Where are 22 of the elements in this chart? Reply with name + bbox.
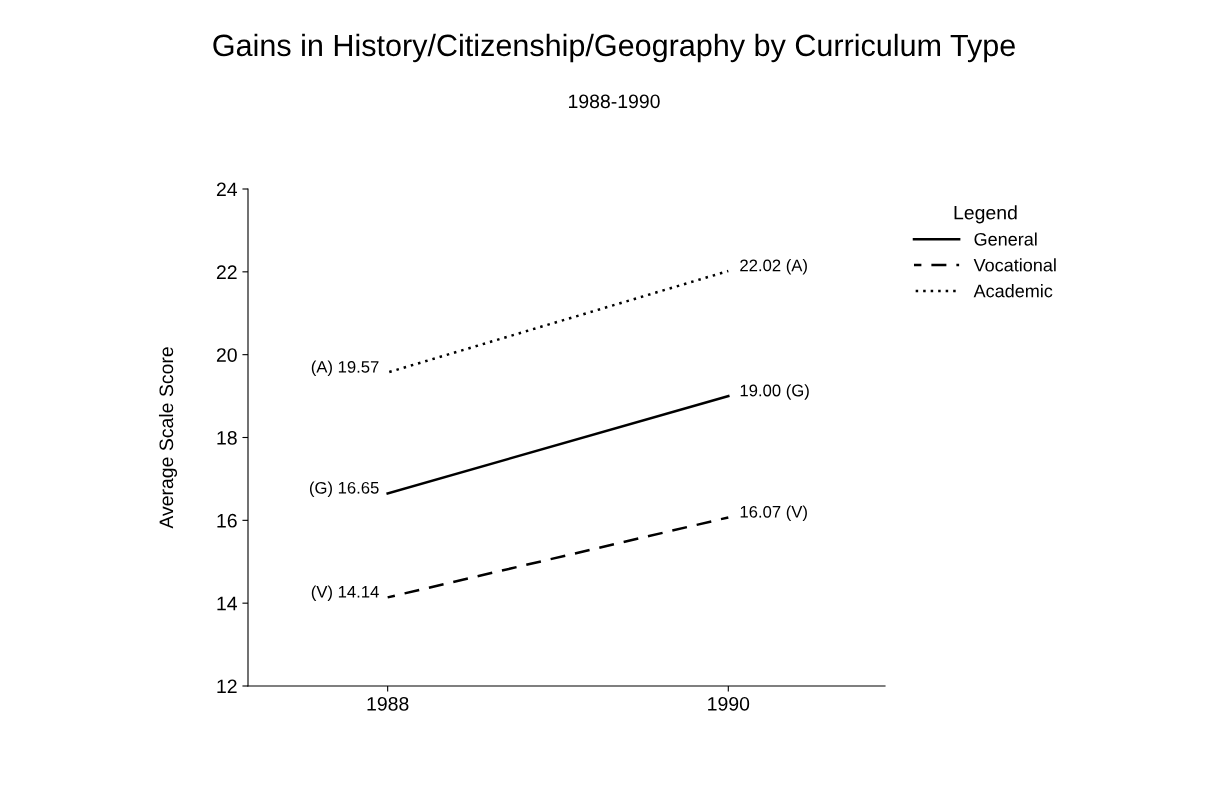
data-label: 19.00 (G) <box>740 384 809 400</box>
data-label: (G) 16.65 <box>309 481 379 498</box>
data-label: (A) 19.57 <box>311 360 379 377</box>
y-tick-label: 22 <box>216 265 237 279</box>
chart-title: Gains in History/Citizenship/Geography by Curriculum Type <box>213 33 1015 63</box>
data-label: (V) 14.14 <box>311 585 379 601</box>
x-tick-label: 1990 <box>708 696 750 711</box>
y-tick-label: 12 <box>217 679 237 694</box>
legend-label: General <box>974 232 1037 246</box>
legend-label: Academic <box>973 284 1053 298</box>
data-label: 16.07 (V) <box>740 505 807 522</box>
y-tick-label: 16 <box>217 513 237 528</box>
data-label: 22.02 (A) <box>740 259 807 275</box>
y-tick-label: 18 <box>217 430 237 445</box>
y-axis-title: Average Scale Score <box>158 347 178 529</box>
y-tick-label: 14 <box>217 596 238 611</box>
x-tick-label: 1988 <box>367 696 409 711</box>
legend-label: Vocational <box>973 258 1056 272</box>
y-tick-label: 20 <box>216 348 237 362</box>
chart-subtitle: 1988-1990 <box>568 94 660 109</box>
y-tick-label: 24 <box>216 182 238 197</box>
legend-title: Legend <box>954 205 1017 224</box>
